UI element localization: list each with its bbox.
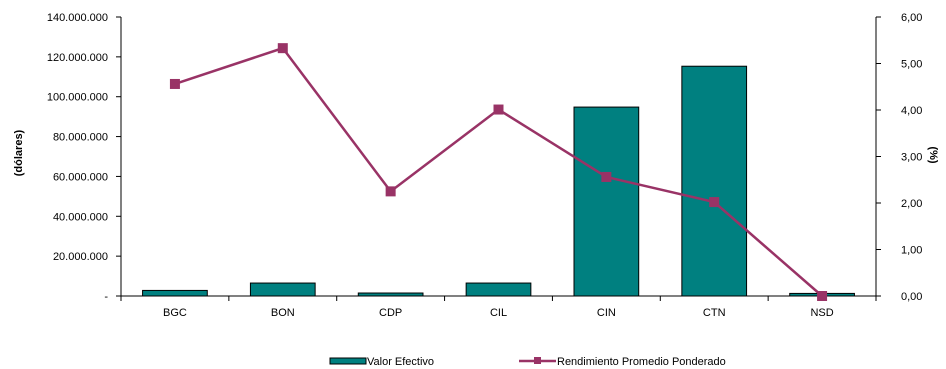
y-tick-label: -	[104, 291, 108, 303]
x-tick-label-ctn: CTN	[703, 307, 726, 319]
legend-marker-rendimiento	[534, 357, 541, 364]
bar-ctn	[681, 65, 748, 297]
axes: - 20.000.000 40.000.000 60.000.000 80.000.00…	[47, 12, 923, 319]
point-bon	[277, 43, 288, 54]
x-tick-label-cil: CIL	[490, 307, 507, 319]
x-tick-label-cdp: CDP	[379, 307, 402, 319]
y-tick-label: 20.000.000	[53, 251, 108, 263]
point-ctn	[709, 197, 720, 208]
point-cin	[601, 171, 612, 182]
y2-tick-label: 0,00	[901, 291, 922, 303]
y-axis-title: (dólares)	[13, 129, 25, 176]
axis-labels: (dólares) (%)	[13, 129, 939, 176]
legend: Valor Efectivo Rendimiento Promedio Pond…	[329, 356, 726, 368]
bar-series	[142, 65, 855, 297]
y-tick-label: 100.000.000	[47, 92, 108, 104]
bar-cil	[465, 282, 532, 297]
x-tick-label-bgc: BGC	[163, 307, 187, 319]
legend-label-valor-efectivo: Valor Efectivo	[367, 356, 434, 368]
point-nsd	[817, 291, 828, 301]
point-bgc	[169, 78, 180, 89]
y-tick-label: 80.000.000	[53, 132, 108, 144]
point-cil	[493, 104, 504, 115]
legend-swatch-valor-efectivo	[329, 357, 367, 365]
bar-bon	[249, 282, 316, 297]
bar-bgc	[142, 289, 208, 297]
bar-cin	[573, 106, 640, 297]
legend-label-rendimiento: Rendimiento Promedio Ponderado	[557, 356, 726, 368]
y2-axis-title: (%)	[927, 146, 939, 163]
y2-tick-label: 1,00	[901, 245, 922, 257]
y-tick-label: 60.000.000	[53, 171, 108, 183]
x-tick-label-bon: BON	[271, 307, 295, 319]
y2-tick-label: 5,00	[901, 59, 922, 71]
x-tick-label-nsd: NSD	[810, 307, 833, 319]
y2-tick-label: 4,00	[901, 105, 922, 117]
point-cdp	[385, 186, 396, 197]
line-series	[169, 43, 828, 301]
bar-cdp	[357, 292, 424, 297]
x-tick-label-cin: CIN	[597, 307, 616, 319]
y2-tick-label: 6,00	[901, 12, 922, 24]
y2-tick-label: 3,00	[901, 152, 922, 164]
y2-tick-label: 2,00	[901, 198, 922, 210]
y-tick-label: 120.000.000	[47, 52, 108, 64]
y-tick-label: 40.000.000	[53, 211, 108, 223]
y-tick-label: 140.000.000	[47, 12, 108, 24]
